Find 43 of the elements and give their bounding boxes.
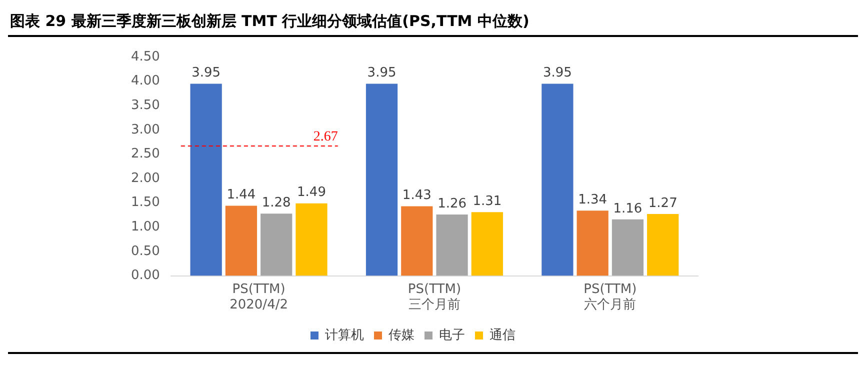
y-tick-label: 3.00 [130, 122, 160, 138]
bar [542, 84, 574, 276]
y-tick-label: 0.50 [130, 244, 160, 259]
legend-label: 通信 [490, 328, 516, 343]
data-label: 3.95 [192, 66, 221, 81]
bar [190, 84, 222, 276]
bar [260, 214, 292, 276]
data-label: 3.95 [367, 66, 396, 81]
y-tick-label: 4.50 [130, 49, 160, 64]
bar [225, 206, 258, 276]
data-label: 1.34 [578, 192, 608, 208]
bar [576, 210, 608, 276]
data-label: 1.26 [438, 196, 467, 212]
data-label: 1.49 [297, 185, 326, 200]
x-tick-label: PS(TTM) 2020/4/2 [230, 282, 288, 313]
bar [401, 206, 433, 276]
bar [436, 214, 468, 276]
data-label: 1.44 [226, 188, 256, 203]
x-tick-label: PS(TTM) 六个月前 [584, 282, 637, 313]
y-tick-label: 1.50 [130, 195, 160, 210]
y-tick-label: 2.00 [130, 170, 160, 186]
data-label: 1.16 [613, 201, 642, 216]
y-tick-label: 1.00 [130, 220, 160, 235]
y-tick-label: 4.00 [130, 74, 160, 89]
legend-label: 传媒 [388, 328, 414, 343]
bar [296, 203, 328, 276]
chart-title: 图表 29 最新三季度新三板创新层 TMT 行业细分领域估值(PS,TTM 中位数) [8, 8, 858, 37]
data-label: 1.43 [402, 188, 432, 204]
data-label: 1.27 [648, 196, 678, 211]
data-label: 3.95 [542, 66, 572, 81]
y-tick-label: 3.50 [130, 98, 160, 113]
bar [366, 84, 398, 276]
bar [647, 214, 679, 276]
y-tick-label: 2.50 [130, 146, 160, 162]
legend-label: 电子 [439, 328, 465, 343]
bar [471, 212, 503, 276]
ref-line-label: 2.67 [313, 130, 338, 145]
data-label: 1.28 [262, 195, 291, 210]
x-tick-label: PS(TTM) 三个月前 [408, 282, 462, 313]
y-tick-label: 0.00 [130, 268, 160, 284]
data-label: 1.31 [472, 194, 502, 209]
bar [612, 219, 644, 276]
legend-label: 计算机 [325, 328, 364, 343]
